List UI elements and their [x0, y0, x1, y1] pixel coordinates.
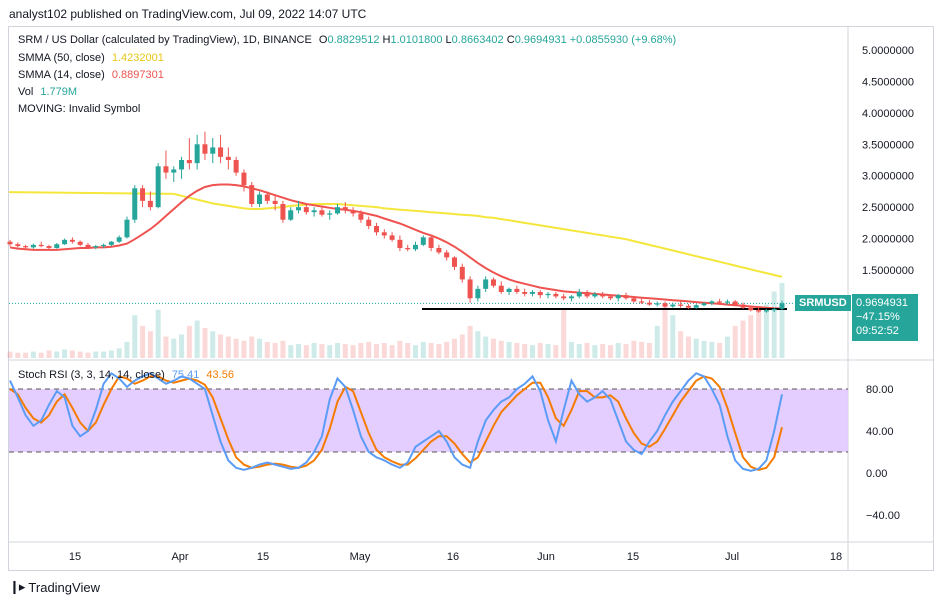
smma14-legend[interactable]: SMMA (14, close) 0.8897301 — [18, 69, 164, 81]
close-value: 0.9694931 — [514, 34, 567, 46]
smma50-legend[interactable]: SMMA (50, close) 1.4232001 — [18, 52, 164, 64]
volume-value: 1.779M — [40, 86, 78, 98]
volume-legend[interactable]: Vol 1.779M — [18, 86, 77, 98]
symbol-title: SRM / US Dollar (calculated by TradingVi… — [18, 34, 312, 46]
high-key: H — [382, 34, 391, 46]
open-key: O — [318, 34, 328, 46]
current-change: −47.15% — [856, 311, 900, 323]
low-key: L — [445, 34, 452, 46]
stoch-k-value: 75.41 — [171, 369, 200, 381]
change-value: +0.0855930 (+9.68%) — [569, 34, 677, 46]
tradingview-logo-icon: ❙▸ — [9, 579, 25, 594]
smma50-label: SMMA (50, close) — [18, 52, 105, 64]
symbol-price-tag: SRMUSD — [795, 295, 851, 311]
moving-label: MOVING: Invalid Symbol — [18, 103, 141, 115]
low-value: 0.8663402 — [451, 34, 504, 46]
stoch-d-value: 43.56 — [206, 369, 234, 381]
current-price-box: 0.9694931 −47.15% 09:52:52 — [852, 294, 918, 341]
current-price: 0.9694931 — [856, 297, 908, 309]
smma14-label: SMMA (14, close) — [18, 69, 105, 81]
publisher-line: analyst102 published on TradingView.com,… — [9, 7, 367, 21]
open-value: 0.8829512 — [327, 34, 380, 46]
brand-name: TradingView — [28, 579, 100, 595]
symbol-legend: SRM / US Dollar (calculated by TradingVi… — [18, 34, 676, 46]
bar-countdown: 09:52:52 — [856, 325, 899, 337]
volume-label: Vol — [18, 86, 34, 98]
smma14-value: 0.8897301 — [111, 69, 164, 81]
smma50-value: 1.4232001 — [111, 52, 164, 64]
tradingview-brand[interactable]: ❙▸ TradingView — [9, 579, 100, 595]
close-key: C — [506, 34, 515, 46]
chart-frame[interactable] — [8, 26, 934, 571]
moving-legend[interactable]: MOVING: Invalid Symbol — [18, 103, 140, 115]
stoch-rsi-label: Stoch RSI (3, 3, 14, 14, close) — [18, 369, 165, 381]
stoch-rsi-legend[interactable]: Stoch RSI (3, 3, 14, 14, close) 75.41 43… — [18, 369, 234, 381]
high-value: 1.0101800 — [390, 34, 443, 46]
